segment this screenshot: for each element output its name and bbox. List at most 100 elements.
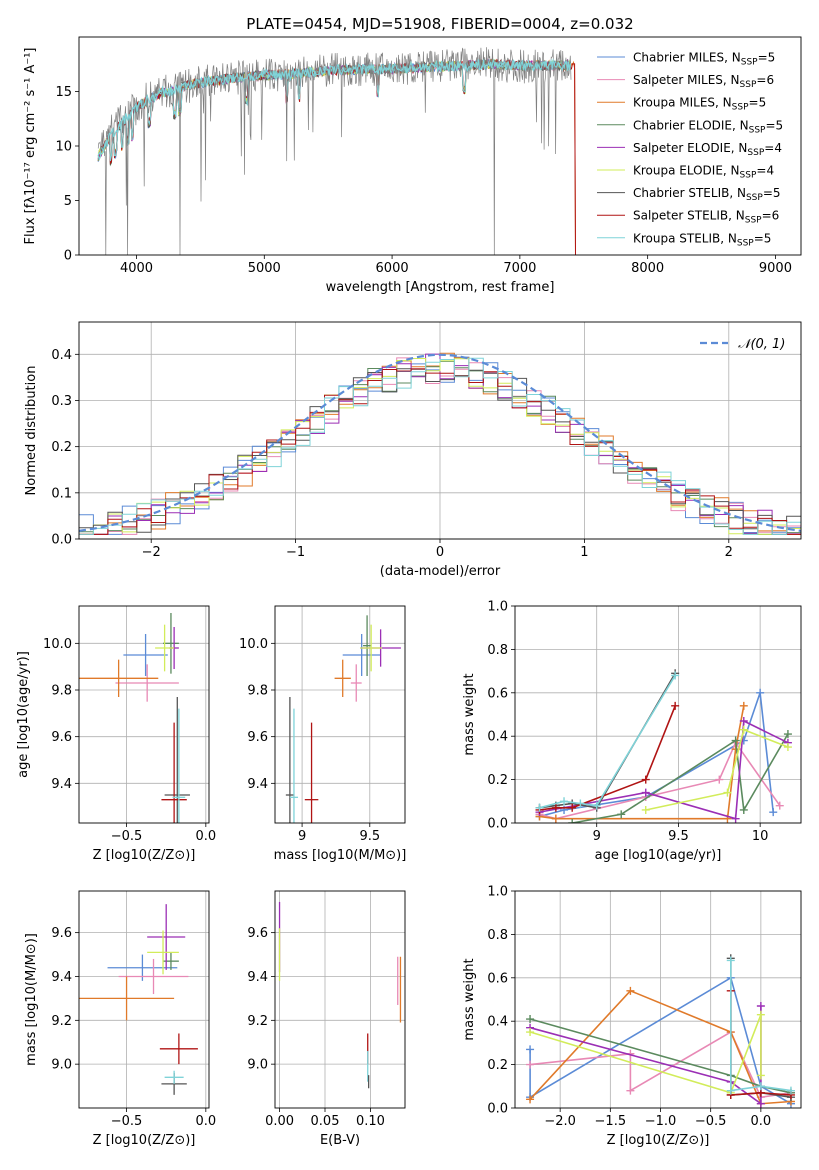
errorbar-kroupa-elodie	[360, 624, 382, 672]
weight-marker	[626, 986, 635, 995]
weight-marker	[756, 1071, 765, 1080]
weight-marker	[723, 788, 732, 797]
weight-marker	[756, 1002, 765, 1011]
histogram-chabrier-stelib	[79, 368, 801, 535]
weight-marker	[551, 814, 560, 823]
weight-marker	[568, 803, 577, 812]
x-tick-label: 1	[580, 545, 588, 560]
plot-data	[97, 47, 576, 255]
x-axis-label: Z [log10(Z/Z⊙)]	[93, 848, 196, 863]
weight-marker	[756, 688, 765, 697]
legend-count: =4	[764, 141, 782, 155]
weight-marker	[726, 956, 735, 965]
y-axis-label: age [log10(age/yr)]	[16, 651, 31, 778]
x-tick-label: 6000	[376, 261, 409, 276]
y-tick-label: 5	[64, 194, 72, 209]
observed-spectrum-line	[97, 47, 572, 255]
weight-marker	[592, 801, 601, 810]
axes-frame	[274, 605, 406, 824]
weight-line-kroupa-stelib	[730, 960, 792, 1092]
spectrum-legend: Chabrier MILES, NSSP=5 Salpeter MILES, NS…	[597, 51, 783, 248]
weight-marker	[641, 788, 650, 797]
axes-frame	[78, 890, 210, 1109]
x-axis-label: E(B-V)	[320, 1133, 360, 1148]
plot-data	[535, 669, 792, 823]
weight-marker	[756, 1010, 765, 1019]
legend-label: Salpeter MILES, NSSP=6	[633, 73, 774, 90]
y-tick-label: 0.2	[487, 1058, 508, 1073]
y-tick-label: 0	[64, 249, 72, 264]
histogram-salpeter-stelib	[79, 368, 801, 535]
weight-marker	[626, 1086, 635, 1095]
y-tick-label: 9.0	[51, 1058, 72, 1073]
x-axis-label: age [log10(age/yr)]	[595, 848, 722, 863]
weight-marker	[739, 701, 748, 710]
weight-marker	[783, 730, 792, 739]
legend-count: =6	[756, 73, 774, 87]
axes-frame	[274, 890, 406, 1109]
y-tick-label: 0.6	[487, 971, 508, 986]
weight-marker	[775, 801, 784, 810]
y-tick-label: 9.8	[247, 684, 268, 699]
legend-label: 𝒩(0, 1)	[738, 337, 785, 352]
weight-line-chabrier-miles	[539, 692, 774, 818]
weight-marker	[786, 1086, 795, 1095]
errorbar-kroupa-stelib	[172, 708, 186, 823]
y-tick-label: 9.6	[247, 926, 268, 941]
weight-marker	[560, 797, 569, 806]
y-tick-label: 9.0	[247, 1058, 268, 1073]
errorbar-salpeter-stelib	[304, 722, 319, 823]
legend-subscript: SSP	[746, 193, 763, 203]
x-tick-label: −1.5	[595, 1114, 627, 1129]
y-tick-label: 0.0	[487, 1102, 508, 1117]
errorbar-kroupa-elodie	[155, 624, 175, 672]
x-tick-label: 0	[436, 545, 444, 560]
weight-marker	[726, 1086, 735, 1095]
axes: −2.0 −1.5 −1.0 −0.5 0.0 0.0 0.2 0.4 0.6 0.8 1.0 Z […	[462, 885, 802, 1148]
y-tick-label: 0.6	[487, 686, 508, 701]
weight-marker	[526, 1028, 535, 1037]
legend-count: =5	[765, 118, 783, 132]
y-tick-label: 0.1	[51, 486, 72, 501]
y-tick-label: 0.4	[487, 1015, 508, 1030]
plot-area	[79, 606, 209, 823]
residual-legend: 𝒩(0, 1)	[700, 337, 785, 352]
panel-spectrum: 4000 5000 6000 7000 8000 9000 0 5 10 15 wavelength…	[23, 36, 802, 295]
legend-count: =5	[763, 186, 781, 200]
legend-label: Salpeter ELODIE, NSSP=4	[633, 141, 782, 158]
errorbar-chabrier-miles	[342, 634, 381, 676]
panel-mass-vs-ebv: 0.00 0.05 0.10 9.0 9.2 9.4 9.6 E(B-V)	[247, 890, 406, 1148]
y-tick-label: 10.0	[239, 637, 268, 652]
y-tick-label: 9.6	[51, 926, 72, 941]
errorbar-salpeter-stelib	[161, 722, 187, 823]
weight-marker	[739, 725, 748, 734]
x-tick-label: −0.5	[111, 829, 143, 844]
y-axis-label: mass weight	[462, 958, 477, 1040]
x-axis-label: Z [log10(Z/Z⊙)]	[607, 1133, 710, 1148]
x-tick-label: −1.0	[645, 1114, 677, 1129]
weight-marker	[769, 808, 778, 817]
y-tick-label: 0.0	[487, 817, 508, 832]
x-tick-label: 9	[298, 829, 306, 844]
x-tick-label: −0.5	[695, 1114, 727, 1129]
legend-count: =6	[762, 209, 780, 223]
errorbar-chabrier-stelib	[164, 697, 190, 823]
legend-subscript: SSP	[749, 125, 766, 135]
legend-label: Kroupa STELIB, NSSP=5	[633, 231, 771, 248]
plot-data	[79, 613, 190, 823]
x-tick-label: 10	[752, 829, 769, 844]
weight-marker	[576, 799, 585, 808]
legend-count: =5	[758, 51, 776, 65]
y-tick-label: 0.8	[487, 928, 508, 943]
axes: 4000 5000 6000 7000 8000 9000 0 5 10 15 wavelength…	[23, 36, 802, 295]
weight-marker	[526, 1045, 535, 1054]
y-axis-label: mass [log10(M/M⊙)]	[24, 933, 39, 1066]
errorbar-kroupa-stelib	[164, 1070, 184, 1084]
weight-marker	[526, 1095, 535, 1104]
legend-label: Chabrier STELIB, NSSP=5	[633, 186, 781, 203]
x-tick-label: 4000	[120, 261, 153, 276]
plot-area	[275, 891, 405, 1108]
plot-data	[79, 352, 801, 535]
plot-data	[79, 904, 198, 1095]
axes-frame	[78, 321, 802, 540]
